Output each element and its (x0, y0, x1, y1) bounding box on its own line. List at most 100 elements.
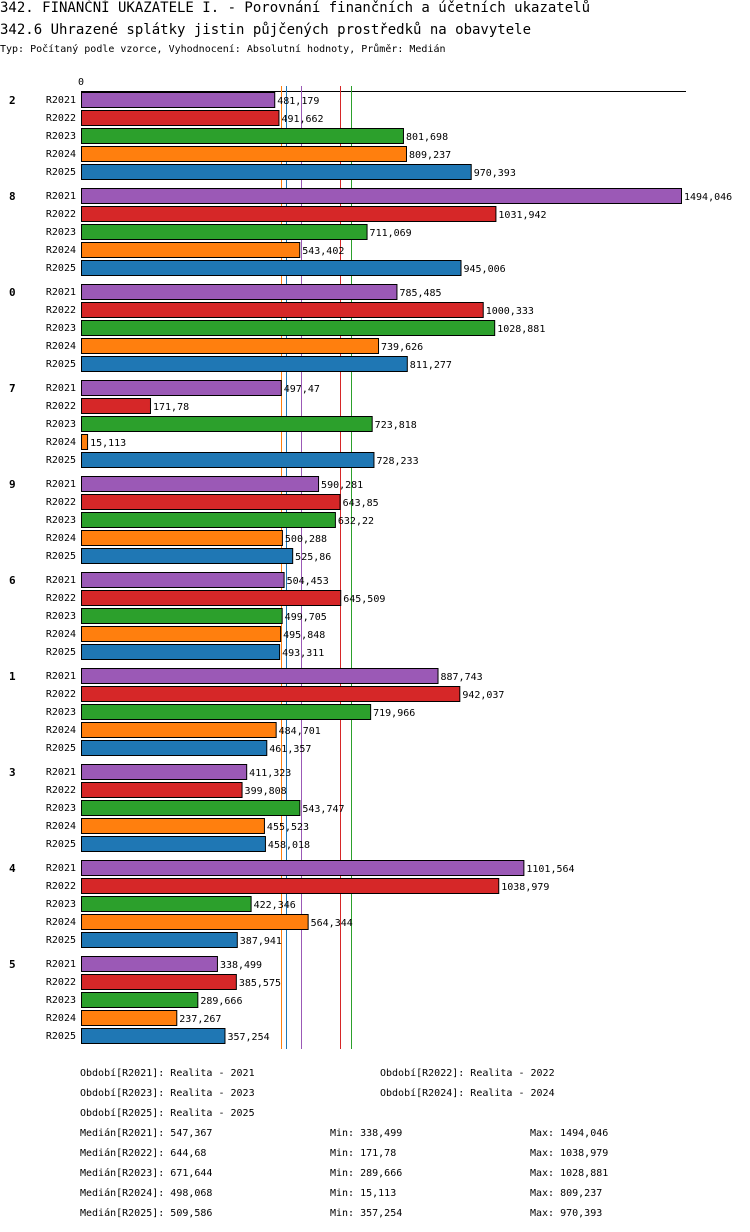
bar-value-label: 809,237 (409, 150, 451, 161)
group-label-2: 2 (9, 94, 16, 107)
series-label: R2021 (46, 479, 76, 490)
bar-value-label: 1038,979 (501, 882, 549, 893)
series-label: R2022 (46, 689, 76, 700)
bar-value-label: 739,626 (381, 342, 423, 353)
series-label: R2022 (46, 113, 76, 124)
bar-6-r2023 (81, 608, 283, 624)
series-label: R2023 (46, 323, 76, 334)
bar-4-r2025 (81, 932, 238, 948)
bar-value-label: 543,402 (302, 246, 344, 257)
bar-value-label: 1031,942 (498, 210, 546, 221)
bar-1-r2024 (81, 722, 277, 738)
series-label: R2024 (46, 341, 76, 352)
stat-min-r2023: Min: 289,666 (330, 1168, 403, 1179)
series-label: R2021 (46, 575, 76, 586)
bar-value-label: 455,523 (267, 822, 309, 833)
bar-value-label: 411,323 (249, 768, 291, 779)
series-label: R2022 (46, 593, 76, 604)
series-label: R2022 (46, 305, 76, 316)
series-label: R2021 (46, 191, 76, 202)
series-label: R2023 (46, 995, 76, 1006)
series-label: R2024 (46, 1013, 76, 1024)
bar-2-r2021 (81, 92, 276, 108)
series-label: R2022 (46, 209, 76, 220)
bar-9-r2021 (81, 476, 320, 492)
bar-5-r2024 (81, 1010, 178, 1026)
series-label: R2025 (46, 551, 76, 562)
series-label: R2024 (46, 821, 76, 832)
series-label: R2021 (46, 863, 76, 874)
bar-value-label: 728,233 (376, 456, 418, 467)
series-label: R2023 (46, 899, 76, 910)
stat-median-r2022: Medián[R2022]: 644,68 (80, 1148, 207, 1159)
series-label: R2024 (46, 533, 76, 544)
bar-value-label: 942,037 (462, 690, 504, 701)
bar-1-r2025 (81, 740, 268, 756)
bar-value-label: 357,254 (227, 1032, 269, 1043)
bar-5-r2025 (81, 1028, 226, 1044)
series-label: R2023 (46, 515, 76, 526)
series-label: R2025 (46, 167, 76, 178)
bar-6-r2021 (81, 572, 285, 588)
series-label: R2022 (46, 977, 76, 988)
stat-min-r2022: Min: 171,78 (330, 1148, 397, 1159)
bar-7-r2021 (81, 380, 282, 396)
group-label-7: 7 (9, 382, 16, 395)
bar-0-r2021 (81, 284, 398, 300)
bar-0-r2025 (81, 356, 408, 372)
stat-min-r2021: Min: 338,499 (330, 1128, 403, 1139)
group-label-4: 4 (9, 862, 16, 875)
bar-value-label: 499,705 (285, 612, 327, 623)
bar-value-label: 811,277 (410, 360, 452, 371)
bar-0-r2024 (81, 338, 380, 354)
bar-0-r2023 (81, 320, 496, 336)
stat-max-r2021: Max: 1494,046 (530, 1128, 609, 1139)
stat-max-r2023: Max: 1028,881 (530, 1168, 609, 1179)
bar-value-label: 1028,881 (497, 324, 545, 335)
bar-value-label: 385,575 (239, 978, 281, 989)
group-label-1: 1 (9, 670, 16, 683)
bar-value-label: 723,818 (375, 420, 417, 431)
series-label: R2023 (46, 419, 76, 430)
bar-value-label: 590,281 (321, 480, 363, 491)
stat-median-r2024: Medián[R2024]: 498,068 (80, 1188, 213, 1199)
series-label: R2025 (46, 647, 76, 658)
series-label: R2021 (46, 767, 76, 778)
bar-4-r2022 (81, 878, 500, 894)
bar-value-label: 493,311 (282, 648, 324, 659)
bar-3-r2025 (81, 836, 266, 852)
group-label-8: 8 (9, 190, 16, 203)
bar-2-r2023 (81, 128, 404, 144)
bar-value-label: 422,346 (254, 900, 296, 911)
bar-1-r2022 (81, 686, 461, 702)
series-label: R2024 (46, 437, 76, 448)
stat-min-r2025: Min: 357,254 (330, 1208, 403, 1219)
bar-9-r2025 (81, 548, 294, 564)
bar-8-r2021 (81, 188, 682, 204)
stat-max-r2025: Max: 970,393 (530, 1208, 603, 1219)
series-label: R2025 (46, 455, 76, 466)
group-label-9: 9 (9, 478, 16, 491)
bar-2-r2022 (81, 110, 280, 126)
bar-6-r2022 (81, 590, 342, 606)
series-label: R2021 (46, 95, 76, 106)
bar-value-label: 970,393 (474, 168, 516, 179)
chart-subtitle: 342.6 Uhrazené splátky jistin půjčených … (0, 22, 532, 38)
bar-value-label: 801,698 (406, 132, 448, 143)
series-label: R2021 (46, 959, 76, 970)
bar-9-r2024 (81, 530, 283, 546)
bar-3-r2021 (81, 764, 248, 780)
bar-value-label: 945,006 (464, 264, 506, 275)
bar-value-label: 1000,333 (486, 306, 534, 317)
stat-max-r2024: Max: 809,237 (530, 1188, 603, 1199)
stat-min-r2024: Min: 15,113 (330, 1188, 397, 1199)
bar-7-r2025 (81, 452, 375, 468)
bar-8-r2023 (81, 224, 368, 240)
group-label-5: 5 (9, 958, 16, 971)
bar-5-r2022 (81, 974, 237, 990)
series-label: R2024 (46, 245, 76, 256)
bar-9-r2023 (81, 512, 336, 528)
legend-period-r2022: Období[R2022]: Realita - 2022 (380, 1068, 555, 1079)
bar-7-r2022 (81, 398, 151, 414)
bar-8-r2025 (81, 260, 462, 276)
